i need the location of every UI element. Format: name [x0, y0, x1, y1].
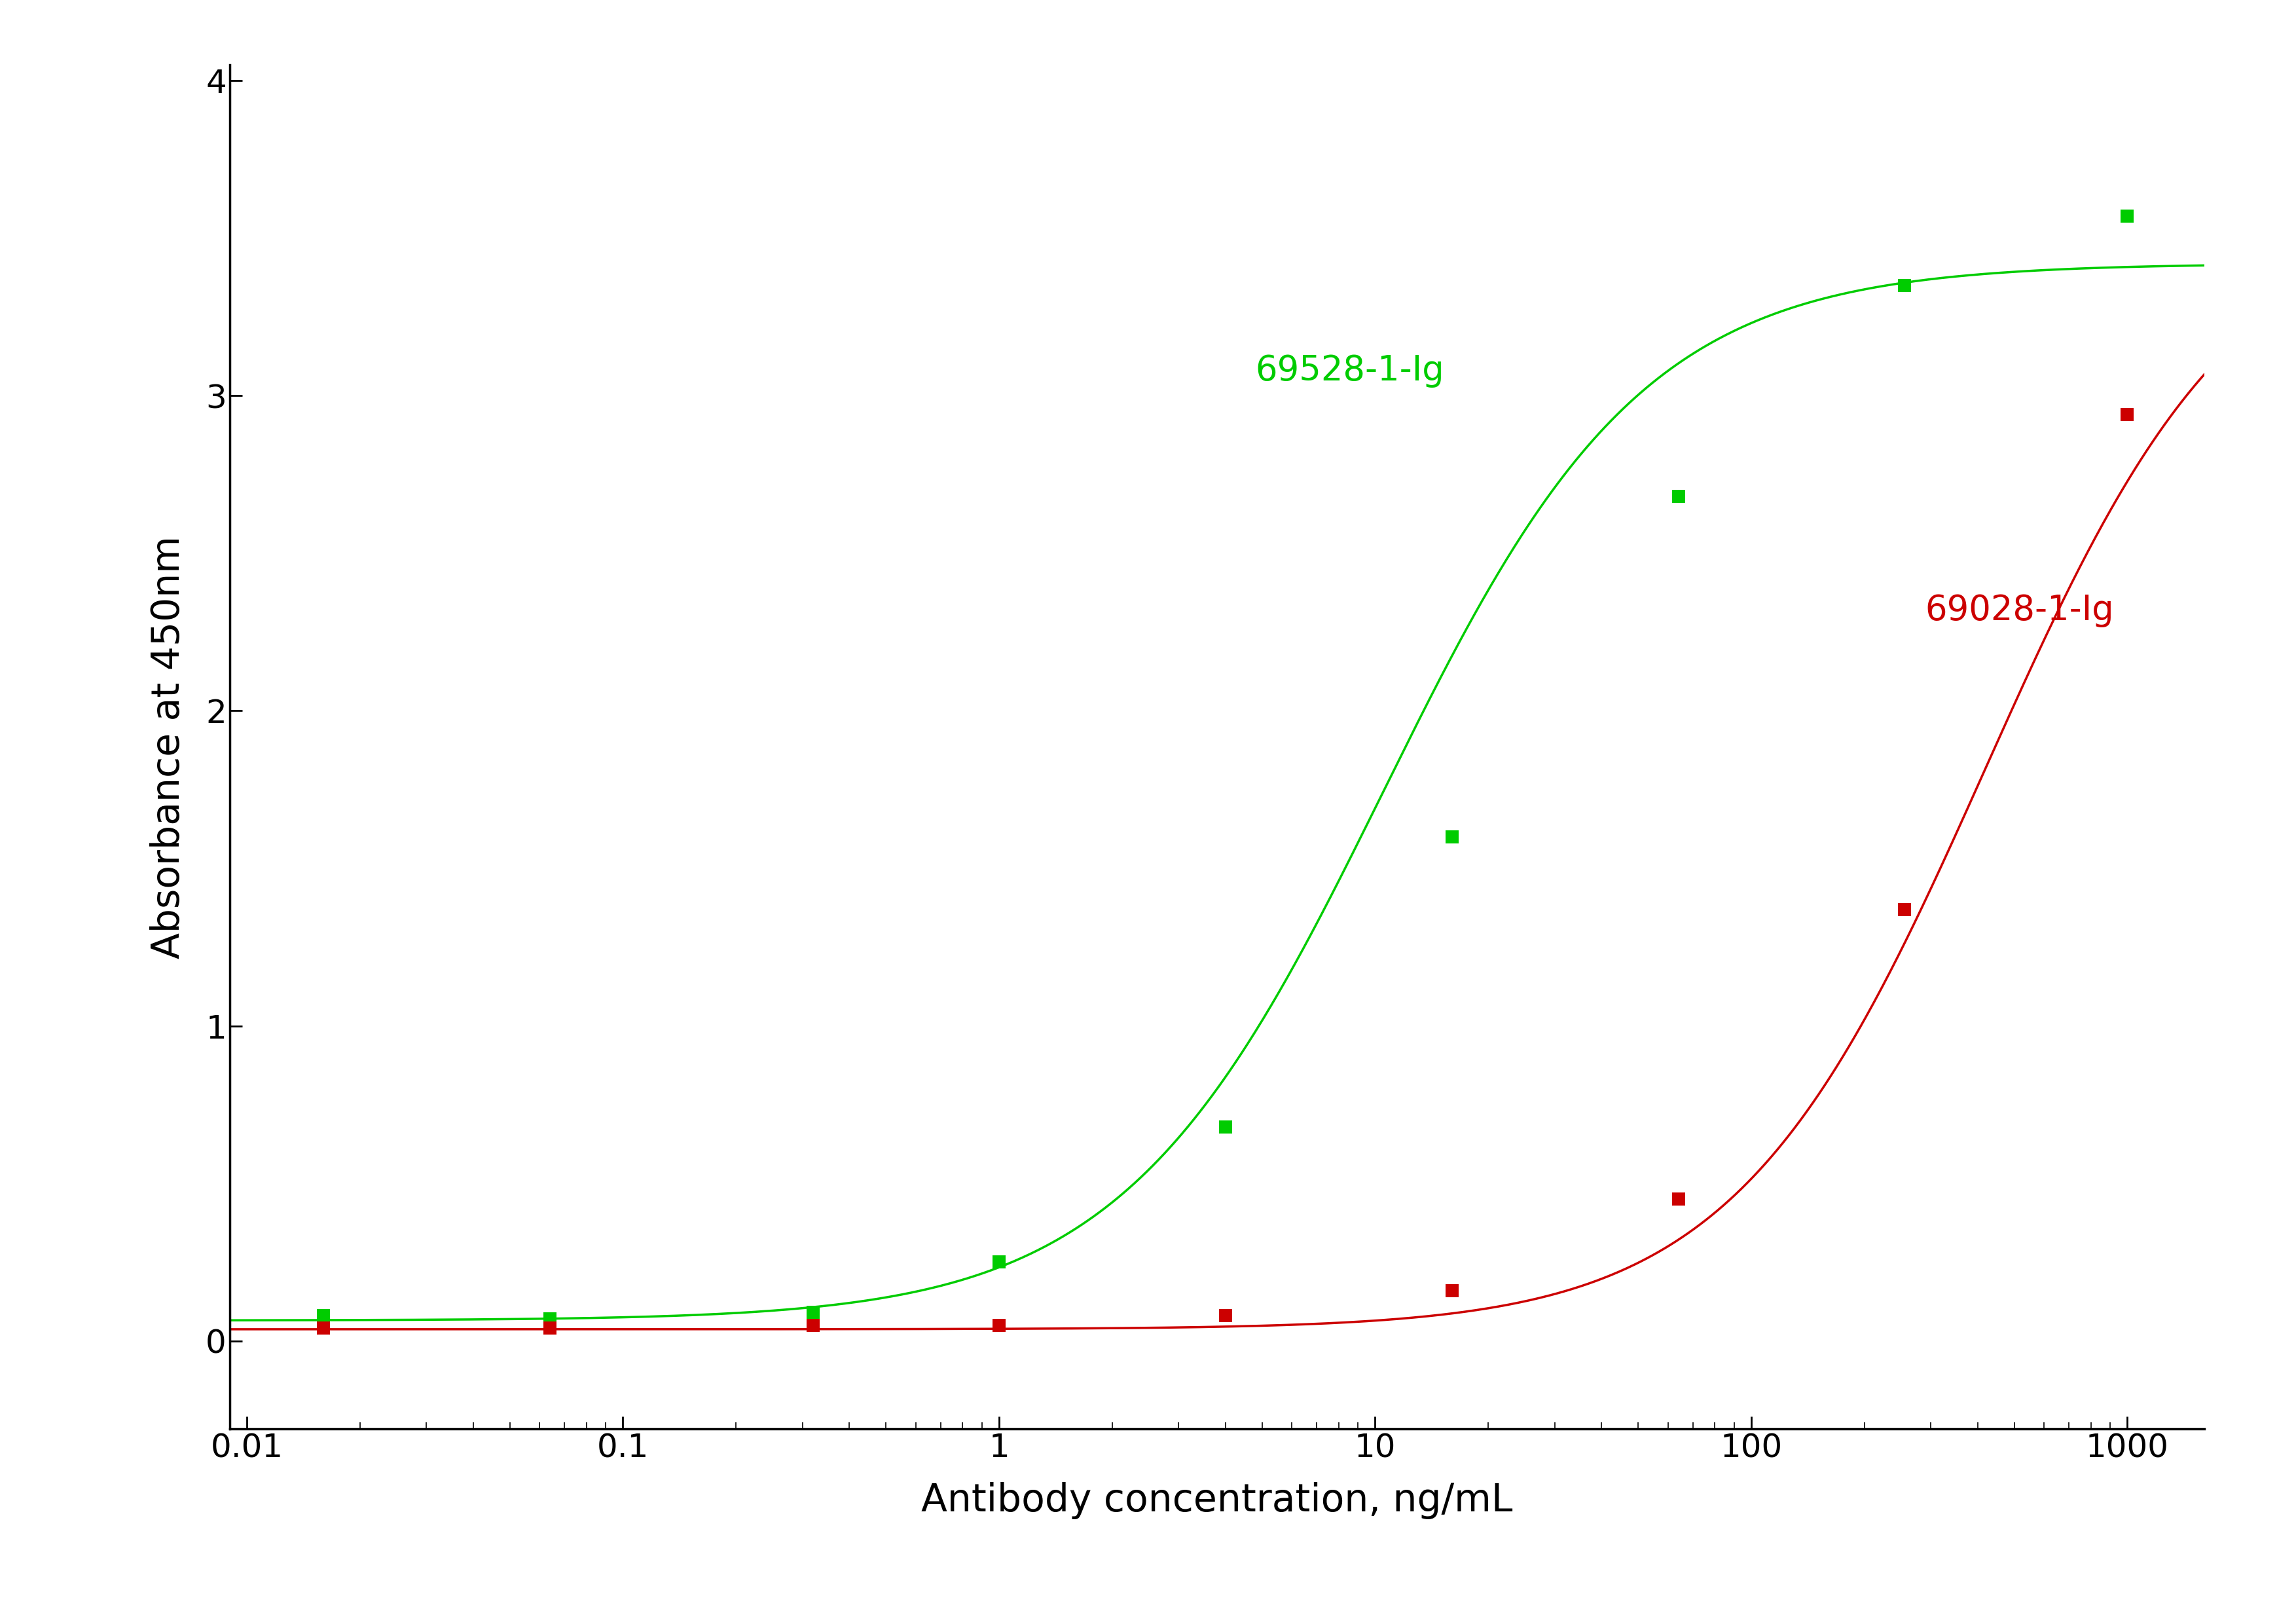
Point [533, 1315, 569, 1341]
Text: 69528-1-Ig: 69528-1-Ig [1256, 354, 1444, 388]
Point [2110, 203, 2147, 229]
Y-axis label: Absorbance at 450nm: Absorbance at 450nm [149, 536, 188, 958]
Point [794, 1299, 831, 1325]
Point [533, 1306, 569, 1332]
Point [980, 1312, 1017, 1338]
Point [1433, 1278, 1469, 1304]
Point [1887, 896, 1924, 922]
Point [794, 1312, 831, 1338]
X-axis label: Antibody concentration, ng/mL: Antibody concentration, ng/mL [921, 1483, 1513, 1518]
Point [1208, 1302, 1244, 1328]
Point [1433, 823, 1469, 849]
Point [1887, 273, 1924, 299]
Point [980, 1249, 1017, 1275]
Point [1208, 1114, 1244, 1140]
Text: 69028-1-Ig: 69028-1-Ig [1924, 593, 2115, 627]
Point [2110, 401, 2147, 427]
Point [1660, 484, 1697, 510]
Point [305, 1315, 342, 1341]
Point [305, 1302, 342, 1328]
Point [1660, 1186, 1697, 1212]
